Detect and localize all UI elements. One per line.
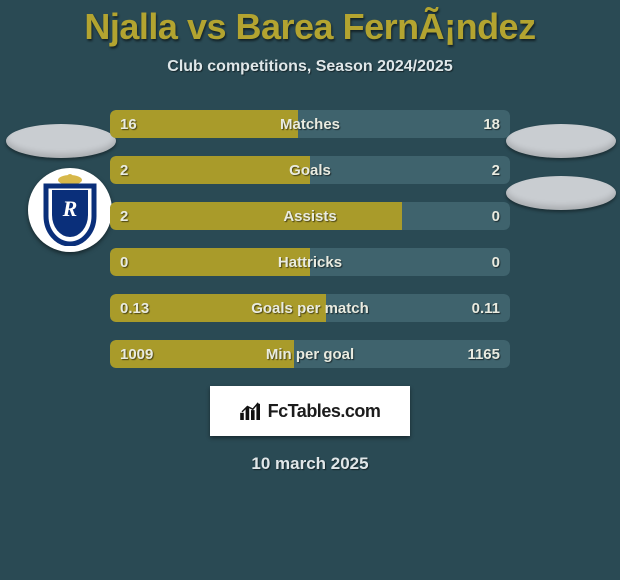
stat-label: Assists [110, 202, 510, 230]
right-placeholder-oval-1 [506, 124, 616, 158]
fctables-label: FcTables.com [268, 401, 381, 422]
stat-bars: 16Matches182Goals22Assists00Hattricks00.… [110, 110, 510, 368]
stat-row: 2Goals2 [110, 156, 510, 184]
bar-chart-icon [240, 402, 262, 420]
stat-right-value: 2 [492, 156, 500, 184]
stat-right-value: 0.11 [472, 294, 500, 322]
date-label: 10 march 2025 [0, 454, 620, 474]
right-placeholder-oval-2 [506, 176, 616, 210]
stat-row: 16Matches18 [110, 110, 510, 138]
stat-right-value: 1165 [467, 340, 500, 368]
crest-icon: R [40, 174, 100, 246]
stat-label: Goals [110, 156, 510, 184]
stat-row: 1009Min per goal1165 [110, 340, 510, 368]
stat-label: Matches [110, 110, 510, 138]
stat-row: 0.13Goals per match0.11 [110, 294, 510, 322]
stat-label: Min per goal [110, 340, 510, 368]
page-title: Njalla vs Barea FernÃ¡ndez [0, 0, 620, 48]
left-club-crest: R [28, 168, 112, 252]
comparison-panel: R 16Matches182Goals22Assists00Hattricks0… [0, 110, 620, 474]
stat-right-value: 0 [492, 248, 500, 276]
fctables-badge: FcTables.com [210, 386, 410, 436]
stat-row: 0Hattricks0 [110, 248, 510, 276]
stat-right-value: 0 [492, 202, 500, 230]
subtitle: Club competitions, Season 2024/2025 [0, 58, 620, 76]
stat-label: Goals per match [110, 294, 510, 322]
svg-text:R: R [62, 196, 78, 221]
stat-row: 2Assists0 [110, 202, 510, 230]
left-placeholder-oval [6, 124, 116, 158]
stat-label: Hattricks [110, 248, 510, 276]
stat-right-value: 18 [483, 110, 500, 138]
